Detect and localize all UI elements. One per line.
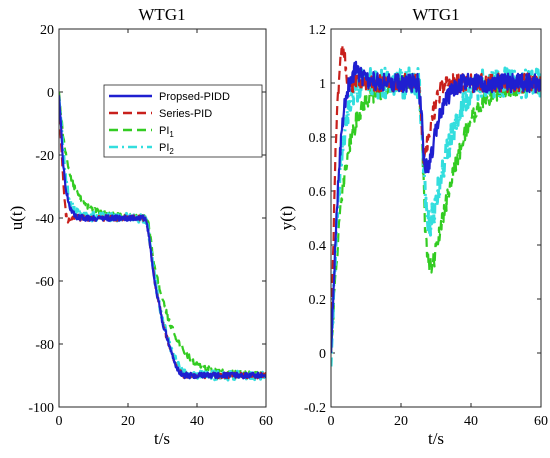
legend-label-pi2-sub: 2 bbox=[169, 147, 174, 156]
legend-entry-pi2: PI2 bbox=[109, 142, 174, 156]
right-plot-ticks: 0 20 40 60-0.200.20.40.60.811.2 bbox=[304, 23, 548, 429]
right-plot-xlabel: t/s bbox=[428, 429, 444, 448]
right-xtick-label: 20 bbox=[394, 414, 408, 429]
left-plot-axes-box bbox=[58, 28, 267, 408]
legend-label-proposed: Propsed-PIDD bbox=[159, 91, 230, 103]
right-ytick-label: 1.2 bbox=[309, 23, 327, 38]
left-ytick-label: 20 bbox=[40, 23, 54, 38]
left-plot-series bbox=[59, 91, 266, 382]
right-plot-axes-box bbox=[330, 28, 542, 408]
left-xtick-label: 20 bbox=[121, 414, 135, 429]
legend-entry-proposed: Propsed-PIDD bbox=[109, 91, 230, 103]
legend-label-pi1-main: PI bbox=[159, 125, 169, 137]
legend-entry-pi1: PI1 bbox=[109, 125, 174, 139]
legend-label-pi1-sub: 1 bbox=[169, 130, 174, 139]
left-ytick-label: -20 bbox=[35, 149, 54, 164]
legend-label-pi1: PI1 bbox=[159, 125, 174, 139]
left-plot-panel: WTG1 0 20 40 60 -100 -80 -60 -40 -20 0 20 t/s u(t)… bbox=[7, 5, 273, 448]
right-ytick-label: 0.2 bbox=[309, 293, 327, 308]
right-ytick-label: 1 bbox=[319, 77, 326, 92]
right-ytick-label: 0.6 bbox=[309, 185, 327, 200]
left-xtick-label: 60 bbox=[259, 414, 273, 429]
legend-label-series-pid: Series-PID bbox=[159, 108, 212, 120]
right-xtick-label: 60 bbox=[534, 414, 548, 429]
left-plot-ticks: 0 20 40 60 -100 -80 -60 -40 -20 0 20 bbox=[28, 23, 273, 429]
right-series-proposed bbox=[331, 60, 541, 354]
left-xtick-label: 0 bbox=[56, 414, 63, 429]
legend-entry-series-pid: Series-PID bbox=[109, 108, 212, 120]
right-xtick-label: 40 bbox=[464, 414, 478, 429]
left-series-proposed bbox=[59, 95, 266, 380]
left-ytick-label: -40 bbox=[35, 212, 54, 227]
right-series-pi1 bbox=[331, 72, 541, 354]
right-xtick-label: 0 bbox=[328, 414, 335, 429]
right-ytick-label: -0.2 bbox=[304, 401, 326, 416]
left-ytick-label: 0 bbox=[47, 86, 54, 101]
left-ytick-label: -80 bbox=[35, 338, 54, 353]
left-ytick-label: -100 bbox=[28, 401, 54, 416]
legend: Propsed-PIDD Series-PID PI1 PI2 bbox=[103, 84, 263, 158]
right-ytick-label: 0 bbox=[319, 347, 326, 362]
right-ytick-label: 0.4 bbox=[309, 239, 327, 254]
left-plot-xlabel: t/s bbox=[154, 429, 170, 448]
right-series-pi2 bbox=[331, 66, 541, 367]
right-plot-series bbox=[331, 43, 541, 367]
left-plot-ylabel: u(t) bbox=[7, 206, 26, 231]
right-ytick-label: 0.8 bbox=[309, 131, 327, 146]
left-ytick-label: -60 bbox=[35, 275, 54, 290]
legend-label-pi2: PI2 bbox=[159, 142, 174, 156]
right-plot-ylabel: y(t) bbox=[277, 206, 296, 231]
legend-label-pi2-main: PI bbox=[159, 142, 169, 154]
right-plot-panel: WTG1 0 20 40 60-0.200.20.40.60.811.2 t/s y(… bbox=[277, 5, 548, 448]
left-plot-title: WTG1 bbox=[138, 5, 185, 24]
right-plot-title: WTG1 bbox=[412, 5, 459, 24]
left-xtick-label: 40 bbox=[190, 414, 204, 429]
